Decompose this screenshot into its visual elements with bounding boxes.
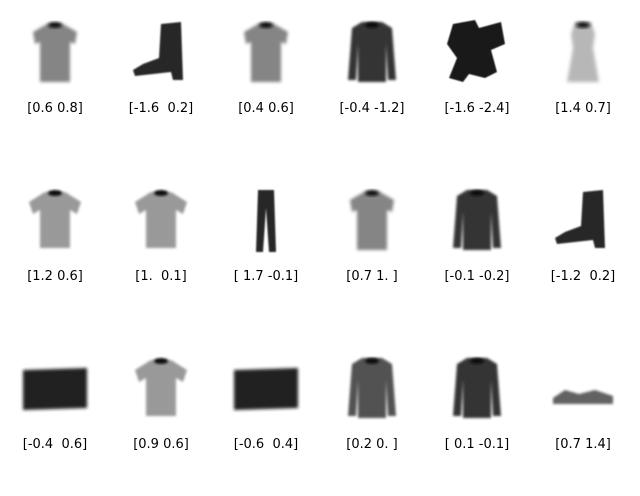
- dress-image: [567, 22, 599, 82]
- latent-coordinate-label: [ 0.1 -0.1]: [444, 437, 510, 452]
- latent-coordinate-label: [-0.6 0.4]: [233, 437, 299, 452]
- ankle-boot-image: [133, 22, 183, 80]
- latent-coordinate-label: [-0.4 -1.2]: [339, 101, 405, 116]
- shirt-image: [33, 22, 77, 82]
- grid-cell: [-0.6 0.4]: [213, 346, 319, 496]
- grid-cell: [-0.1 -0.2]: [424, 178, 530, 328]
- bag-image: [234, 368, 298, 410]
- decoded-image-grid: [0.6 0.8] [-1.6 0.2] [0.4 0.6] [-0.4 -1.2] […: [2, 10, 636, 452]
- shirt-image: [350, 190, 394, 250]
- latent-coordinate-label: [1. 0.1]: [135, 269, 187, 284]
- sandal-image: [553, 390, 613, 404]
- latent-coordinate-label: [1.4 0.7]: [555, 101, 611, 116]
- grid-cell: [-1.6 -2.4]: [424, 10, 530, 160]
- latent-coordinate-label: [0.7 1.4]: [555, 437, 611, 452]
- pullover-image: [453, 190, 501, 250]
- pullover-image: [348, 22, 396, 82]
- latent-coordinate-label: [0.6 0.8]: [27, 101, 83, 116]
- grid-cell: [0.4 0.6]: [213, 10, 319, 160]
- latent-coordinate-label: [0.4 0.6]: [238, 101, 294, 116]
- pullover-image: [453, 358, 501, 418]
- bag-image: [23, 368, 87, 410]
- grid-cell: [0.7 1. ]: [319, 178, 425, 328]
- grid-cell: [-1.6 0.2]: [108, 10, 214, 160]
- grid-cell: [1.4 0.7]: [530, 10, 636, 160]
- grid-cell: [0.9 0.6]: [108, 346, 214, 496]
- latent-coordinate-label: [-1.6 -2.4]: [444, 101, 510, 116]
- grid-cell: [0.6 0.8]: [2, 10, 108, 160]
- grid-cell: [1. 0.1]: [108, 178, 214, 328]
- latent-coordinate-label: [-1.2 0.2]: [550, 269, 616, 284]
- grid-cell: [0.7 1.4]: [530, 346, 636, 496]
- latent-coordinate-label: [ 1.7 -0.1]: [233, 269, 299, 284]
- grid-cell: [0.2 0. ]: [319, 346, 425, 496]
- trouser-image: [256, 190, 276, 252]
- latent-coordinate-label: [1.2 0.6]: [27, 269, 83, 284]
- latent-coordinate-label: [-1.6 0.2]: [128, 101, 194, 116]
- grid-cell: [-0.4 -1.2]: [319, 10, 425, 160]
- grid-cell: [ 0.1 -0.1]: [424, 346, 530, 496]
- grid-cell: [1.2 0.6]: [2, 178, 108, 328]
- latent-coordinate-label: [0.9 0.6]: [133, 437, 189, 452]
- distorted-item-image: [447, 20, 505, 82]
- shirt-image: [244, 22, 288, 82]
- grid-cell: [-1.2 0.2]: [530, 178, 636, 328]
- tshirt-image: [135, 358, 187, 416]
- latent-coordinate-label: [-0.1 -0.2]: [444, 269, 510, 284]
- tshirt-image: [135, 190, 187, 248]
- grid-cell: [-0.4 0.6]: [2, 346, 108, 496]
- grid-cell: [ 1.7 -0.1]: [213, 178, 319, 328]
- latent-coordinate-label: [0.7 1. ]: [346, 269, 398, 284]
- latent-coordinate-label: [-0.4 0.6]: [22, 437, 88, 452]
- coat-image: [348, 358, 396, 418]
- tshirt-image: [29, 190, 81, 248]
- ankle-boot-image: [555, 190, 605, 248]
- latent-coordinate-label: [0.2 0. ]: [346, 437, 398, 452]
